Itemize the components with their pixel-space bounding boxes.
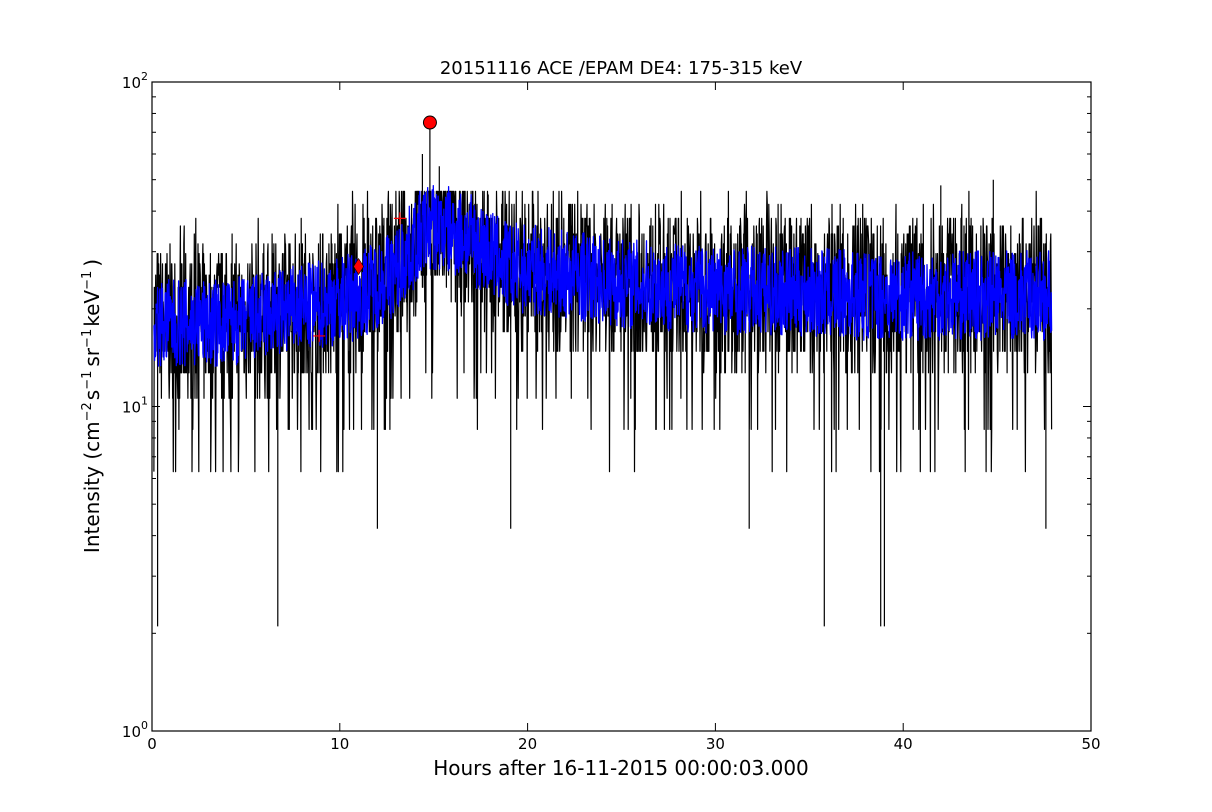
y-tick-label: 101 bbox=[122, 395, 148, 417]
series-smoothed-blue-line bbox=[153, 185, 1053, 367]
plus-marker bbox=[313, 329, 326, 342]
peak-circle-marker bbox=[422, 115, 437, 130]
y-axis-label: Intensity (cm−2s−1sr−1keV−1) bbox=[80, 259, 104, 553]
y-label-mid1: s bbox=[80, 390, 104, 400]
y-axis-ticks: 100 101 102 bbox=[122, 70, 1091, 741]
onset-diamond-marker bbox=[353, 257, 364, 276]
y-label-mid2: sr bbox=[80, 347, 104, 366]
y-label-mid3: keV bbox=[80, 290, 104, 327]
y-label-suffix: ) bbox=[80, 259, 104, 267]
x-tick-label: 30 bbox=[706, 735, 725, 753]
marker-layer bbox=[313, 115, 437, 342]
x-tick-label: 20 bbox=[518, 735, 537, 753]
x-tick-label: 0 bbox=[147, 735, 157, 753]
x-axis-ticks: 0 10 20 30 40 50 bbox=[147, 82, 1101, 753]
chart-title: 20151116 ACE /EPAM DE4: 175-315 keV bbox=[440, 58, 803, 79]
y-label-sup1: −2 bbox=[80, 402, 95, 421]
x-tick-label: 10 bbox=[330, 735, 349, 753]
x-tick-label: 40 bbox=[894, 735, 913, 753]
y-label-sup3: −1 bbox=[80, 329, 95, 348]
x-tick-label: 50 bbox=[1081, 735, 1100, 753]
y-label-sup2: −1 bbox=[80, 371, 95, 390]
series-layer bbox=[153, 122, 1053, 627]
x-axis-label: Hours after 16-11-2015 00:00:03.000 bbox=[433, 756, 809, 780]
y-label-sup4: −1 bbox=[80, 271, 95, 290]
y-tick-label: 100 bbox=[122, 719, 148, 741]
plus-marker bbox=[393, 212, 406, 225]
y-label-prefix: Intensity (cm bbox=[80, 421, 104, 553]
y-tick-label: 102 bbox=[122, 70, 148, 92]
